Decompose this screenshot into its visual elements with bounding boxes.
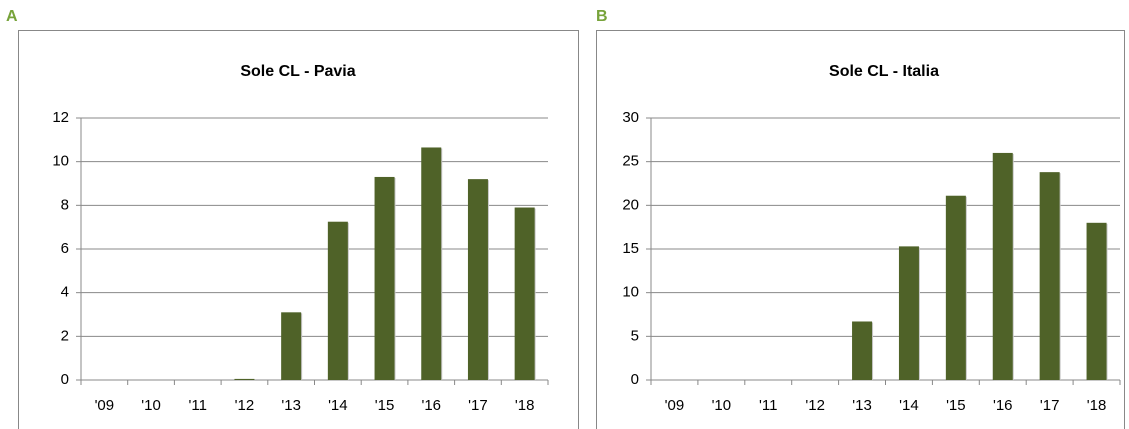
bar (421, 147, 442, 380)
y-tick-label: 2 (61, 327, 69, 344)
x-tick-label: '16 (421, 397, 441, 414)
y-tick-label: 10 (622, 284, 639, 301)
x-tick-label: '17 (468, 397, 488, 414)
y-tick-label: 20 (622, 196, 639, 213)
y-tick-label: 12 (52, 109, 69, 126)
y-tick-label: 0 (61, 371, 69, 388)
x-tick-label: '11 (189, 397, 207, 414)
bar-shadow (235, 379, 256, 381)
x-tick-label: '09 (95, 397, 115, 414)
bar (281, 312, 302, 380)
bar (898, 246, 919, 380)
x-tick-label: '16 (993, 397, 1013, 414)
bar (852, 321, 873, 380)
y-tick-label: 8 (61, 196, 69, 213)
y-tick-label: 6 (61, 240, 69, 257)
bar (467, 179, 488, 380)
x-tick-label: '09 (665, 397, 685, 414)
y-tick-label: 5 (631, 327, 639, 344)
bar (1039, 172, 1060, 380)
x-tick-label: '15 (946, 397, 966, 414)
bar (1086, 222, 1107, 380)
x-tick-label: '14 (328, 397, 348, 414)
y-tick-label: 30 (622, 109, 639, 126)
bar (234, 378, 255, 380)
x-tick-label: '18 (515, 397, 535, 414)
bar (514, 207, 535, 380)
x-tick-label: '15 (375, 397, 395, 414)
panel-label: B (596, 8, 608, 25)
x-tick-label: '18 (1087, 397, 1107, 414)
bar (992, 152, 1013, 380)
bar (327, 221, 348, 380)
y-tick-label: 25 (622, 153, 639, 170)
bar (945, 195, 966, 380)
x-tick-label: '14 (899, 397, 919, 414)
x-tick-label: '11 (759, 397, 777, 414)
x-tick-label: '10 (141, 397, 161, 414)
y-tick-label: 15 (622, 240, 639, 257)
y-tick-label: 0 (631, 371, 639, 388)
y-tick-label: 10 (52, 153, 69, 170)
x-tick-label: '13 (852, 397, 872, 414)
x-tick-label: '10 (712, 397, 732, 414)
x-tick-label: '12 (235, 397, 255, 414)
x-tick-label: '13 (281, 397, 301, 414)
chart-title: Sole CL - Italia (829, 63, 939, 80)
panel-label: A (6, 8, 18, 25)
bar (374, 176, 395, 380)
x-tick-label: '12 (805, 397, 825, 414)
y-tick-label: 4 (61, 284, 69, 301)
x-tick-label: '17 (1040, 397, 1060, 414)
chart-title: Sole CL - Pavia (240, 63, 355, 80)
